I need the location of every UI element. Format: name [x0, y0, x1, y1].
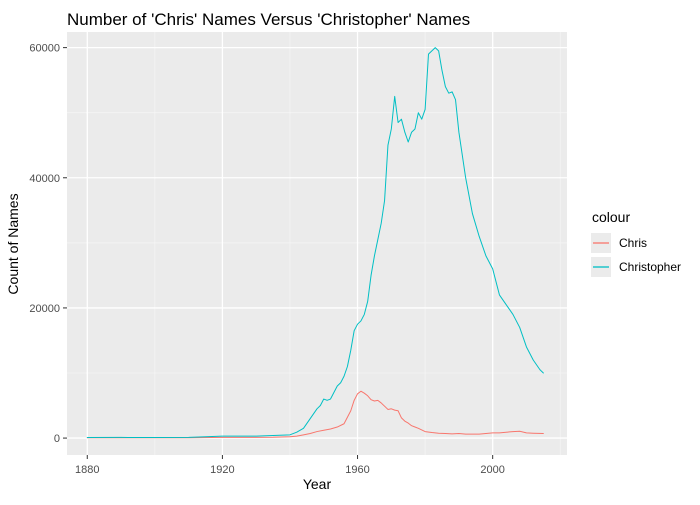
- legend: colour Chris Christopher: [591, 209, 681, 277]
- y-axis-title: Count of Names: [5, 193, 21, 294]
- plot-panel: [67, 32, 567, 455]
- y-tick-label-1: 20000: [29, 303, 60, 315]
- series-line-chris: [86, 390, 544, 439]
- y-tick-label-3: 60000: [29, 43, 60, 55]
- line-layer: [86, 47, 544, 439]
- x-tick-label-0: 1880: [75, 464, 99, 476]
- chart-title: Number of 'Chris' Names Versus 'Christop…: [67, 10, 470, 29]
- legend-item-chris: Chris: [591, 233, 647, 253]
- legend-title: colour: [592, 209, 630, 225]
- series-line-christopher: [86, 47, 544, 439]
- y-tick-label-0: 0: [54, 433, 60, 445]
- x-tick-label-2: 1960: [345, 464, 369, 476]
- y-tick-label-2: 40000: [29, 173, 60, 185]
- x-tick-label-3: 2000: [480, 464, 504, 476]
- x-tick-label-1: 1920: [210, 464, 234, 476]
- legend-label-christopher: Christopher: [619, 260, 681, 274]
- x-axis-title: Year: [303, 476, 332, 492]
- legend-label-chris: Chris: [619, 236, 647, 250]
- legend-item-christopher: Christopher: [591, 257, 681, 277]
